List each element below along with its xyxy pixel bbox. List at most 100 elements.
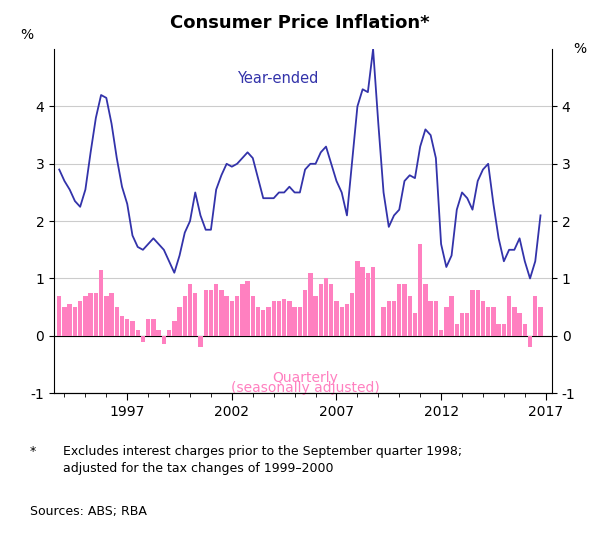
Bar xyxy=(298,307,302,336)
Bar xyxy=(57,295,61,336)
Bar xyxy=(141,336,145,342)
Bar xyxy=(481,301,485,336)
Bar xyxy=(157,330,161,336)
Bar xyxy=(292,307,297,336)
Bar xyxy=(386,301,391,336)
Bar xyxy=(120,316,124,336)
Bar xyxy=(517,313,522,336)
Bar xyxy=(418,244,422,336)
Bar xyxy=(491,307,496,336)
Bar xyxy=(465,313,469,336)
Bar xyxy=(392,301,396,336)
Bar xyxy=(203,290,208,336)
Bar xyxy=(533,295,538,336)
Bar xyxy=(444,307,449,336)
Bar xyxy=(407,295,412,336)
Bar xyxy=(423,284,428,336)
Bar xyxy=(219,290,224,336)
Bar xyxy=(99,270,103,336)
Bar xyxy=(313,295,318,336)
Bar xyxy=(224,295,229,336)
Bar xyxy=(476,290,480,336)
Bar xyxy=(397,284,401,336)
Bar xyxy=(198,336,203,347)
Bar xyxy=(178,307,182,336)
Bar xyxy=(73,307,77,336)
Bar xyxy=(382,307,386,336)
Bar xyxy=(340,307,344,336)
Bar xyxy=(88,293,93,336)
Bar xyxy=(334,301,338,336)
Bar xyxy=(151,318,155,336)
Bar xyxy=(167,330,171,336)
Bar xyxy=(94,293,98,336)
Bar xyxy=(470,290,475,336)
Bar xyxy=(261,310,265,336)
Bar xyxy=(329,284,334,336)
Bar xyxy=(413,313,417,336)
Bar xyxy=(486,307,490,336)
Bar xyxy=(365,272,370,336)
Bar xyxy=(130,322,134,336)
Bar xyxy=(496,324,501,336)
Bar xyxy=(303,290,307,336)
Bar xyxy=(193,293,197,336)
Bar xyxy=(251,295,255,336)
Bar xyxy=(512,307,517,336)
Bar xyxy=(371,267,375,336)
Bar xyxy=(350,293,355,336)
Bar xyxy=(266,307,271,336)
Bar xyxy=(507,295,511,336)
Bar xyxy=(83,295,88,336)
Y-axis label: %: % xyxy=(20,28,33,42)
Bar xyxy=(146,318,151,336)
Bar xyxy=(214,284,218,336)
Bar xyxy=(109,293,114,336)
Bar xyxy=(62,307,67,336)
Bar xyxy=(235,295,239,336)
Bar xyxy=(528,336,532,347)
Bar xyxy=(455,324,459,336)
Bar xyxy=(502,324,506,336)
Text: Excludes interest charges prior to the September quarter 1998;
adjusted for the : Excludes interest charges prior to the S… xyxy=(63,445,462,475)
Bar xyxy=(449,295,454,336)
Bar xyxy=(308,272,313,336)
Bar xyxy=(319,284,323,336)
Bar xyxy=(161,336,166,345)
Text: Quarterly: Quarterly xyxy=(272,371,338,385)
Bar xyxy=(428,301,433,336)
Text: *: * xyxy=(30,445,36,458)
Bar xyxy=(115,307,119,336)
Bar xyxy=(256,307,260,336)
Bar xyxy=(538,307,542,336)
Text: (seasonally adjusted): (seasonally adjusted) xyxy=(231,381,379,395)
Bar xyxy=(523,324,527,336)
Bar xyxy=(277,301,281,336)
Bar xyxy=(345,304,349,336)
Bar xyxy=(287,301,292,336)
Bar xyxy=(434,301,438,336)
Bar xyxy=(209,290,213,336)
Bar xyxy=(104,295,109,336)
Bar xyxy=(460,313,464,336)
Bar xyxy=(125,318,130,336)
Bar xyxy=(245,281,250,336)
Bar xyxy=(355,261,359,336)
Bar xyxy=(439,330,443,336)
Bar xyxy=(136,330,140,336)
Bar xyxy=(272,301,276,336)
Bar xyxy=(282,299,286,336)
Bar xyxy=(182,295,187,336)
Bar xyxy=(324,278,328,336)
Y-axis label: %: % xyxy=(573,42,586,56)
Text: Consumer Price Inflation*: Consumer Price Inflation* xyxy=(170,14,430,32)
Bar xyxy=(67,304,72,336)
Bar xyxy=(172,322,176,336)
Bar xyxy=(78,301,82,336)
Bar xyxy=(361,267,365,336)
Bar xyxy=(240,284,245,336)
Bar xyxy=(188,284,192,336)
Bar xyxy=(230,301,234,336)
Text: Year-ended: Year-ended xyxy=(237,72,319,86)
Text: Sources: ABS; RBA: Sources: ABS; RBA xyxy=(30,505,147,518)
